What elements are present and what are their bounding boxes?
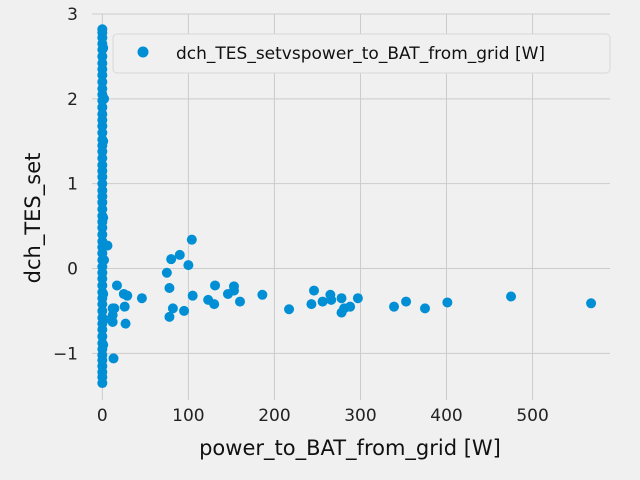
- data-point: [306, 299, 317, 310]
- data-point: [389, 301, 400, 312]
- data-point: [442, 297, 453, 308]
- data-point: [164, 283, 175, 294]
- data-point: [161, 267, 172, 278]
- data-point: [109, 303, 120, 314]
- data-point: [183, 260, 194, 271]
- data-point: [210, 280, 221, 291]
- data-point: [102, 240, 113, 251]
- data-point: [235, 296, 245, 307]
- data-point: [98, 136, 109, 147]
- data-point: [97, 378, 108, 389]
- y-tick-labels: −1 0 1 2 3: [53, 5, 78, 364]
- x-tick-label: 400: [430, 406, 462, 426]
- x-tick-label: 500: [516, 406, 548, 426]
- data-point: [326, 294, 337, 305]
- data-point: [120, 318, 131, 329]
- data-point: [401, 296, 412, 307]
- data-point: [164, 311, 175, 322]
- x-tick-label: 300: [344, 406, 376, 426]
- data-point: [420, 303, 430, 314]
- legend-label: dch_TES_setvspower_to_BAT_from_grid [W]: [176, 44, 545, 64]
- legend-box: [112, 33, 611, 74]
- y-tick-label: −1: [53, 344, 78, 364]
- data-point: [111, 280, 122, 291]
- data-point: [317, 296, 328, 307]
- data-point: [228, 285, 239, 296]
- grid: [92, 13, 610, 400]
- x-tick-label: 100: [172, 406, 204, 426]
- legend-marker: [137, 46, 149, 58]
- data-points: [97, 24, 597, 389]
- y-axis-label: dch_TES_set: [21, 153, 46, 284]
- y-tick-label: 1: [67, 175, 78, 195]
- data-point: [98, 212, 109, 223]
- x-axis-label: power_to_BAT_from_grid [W]: [199, 436, 501, 461]
- data-point: [209, 299, 220, 310]
- y-tick-label: 0: [67, 260, 78, 280]
- data-point: [309, 285, 319, 296]
- data-point: [506, 291, 517, 302]
- data-point: [586, 298, 597, 309]
- data-point: [352, 293, 363, 304]
- x-tick-label: 0: [97, 406, 108, 426]
- data-point: [107, 316, 118, 327]
- data-point: [98, 339, 109, 350]
- legend: dch_TES_setvspower_to_BAT_from_grid [W]: [112, 33, 611, 74]
- data-point: [167, 303, 178, 314]
- data-point: [179, 305, 190, 316]
- data-point: [174, 249, 185, 260]
- data-point: [136, 293, 147, 304]
- data-point: [187, 290, 198, 301]
- data-point: [336, 293, 347, 304]
- data-point: [98, 288, 109, 299]
- y-tick-label: 3: [67, 5, 78, 25]
- y-tick-label: 2: [67, 90, 78, 110]
- data-point: [257, 289, 268, 300]
- data-point: [166, 254, 177, 265]
- data-point: [284, 304, 295, 315]
- data-point: [98, 42, 109, 53]
- data-point: [119, 301, 130, 312]
- data-point: [122, 290, 133, 301]
- x-tick-label: 200: [258, 406, 290, 426]
- data-point: [99, 255, 110, 266]
- data-point: [108, 353, 119, 364]
- data-point: [345, 301, 356, 312]
- data-point: [186, 234, 197, 245]
- data-point: [99, 93, 110, 104]
- x-tick-labels: 0 100 200 300 400 500: [97, 406, 549, 426]
- data-point: [99, 314, 110, 325]
